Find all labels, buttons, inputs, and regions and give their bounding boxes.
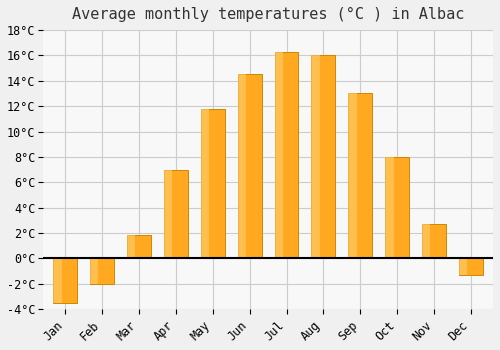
Bar: [459, 258, 483, 275]
Bar: [274, 52, 298, 258]
Bar: [238, 75, 262, 258]
Bar: [385, 157, 394, 258]
Bar: [201, 109, 209, 258]
Bar: [90, 258, 98, 284]
Bar: [53, 258, 62, 303]
Bar: [164, 169, 188, 258]
Bar: [127, 236, 151, 258]
Bar: [312, 55, 320, 258]
Bar: [459, 258, 468, 275]
Bar: [422, 224, 446, 258]
Bar: [201, 109, 224, 258]
Bar: [348, 93, 372, 258]
Bar: [422, 224, 430, 258]
Bar: [312, 55, 336, 258]
Bar: [348, 93, 356, 258]
Bar: [53, 258, 77, 303]
Bar: [274, 52, 283, 258]
Bar: [90, 258, 114, 284]
Title: Average monthly temperatures (°C ) in Albac: Average monthly temperatures (°C ) in Al…: [72, 7, 464, 22]
Bar: [385, 157, 409, 258]
Bar: [238, 75, 246, 258]
Bar: [127, 236, 136, 258]
Bar: [164, 169, 172, 258]
